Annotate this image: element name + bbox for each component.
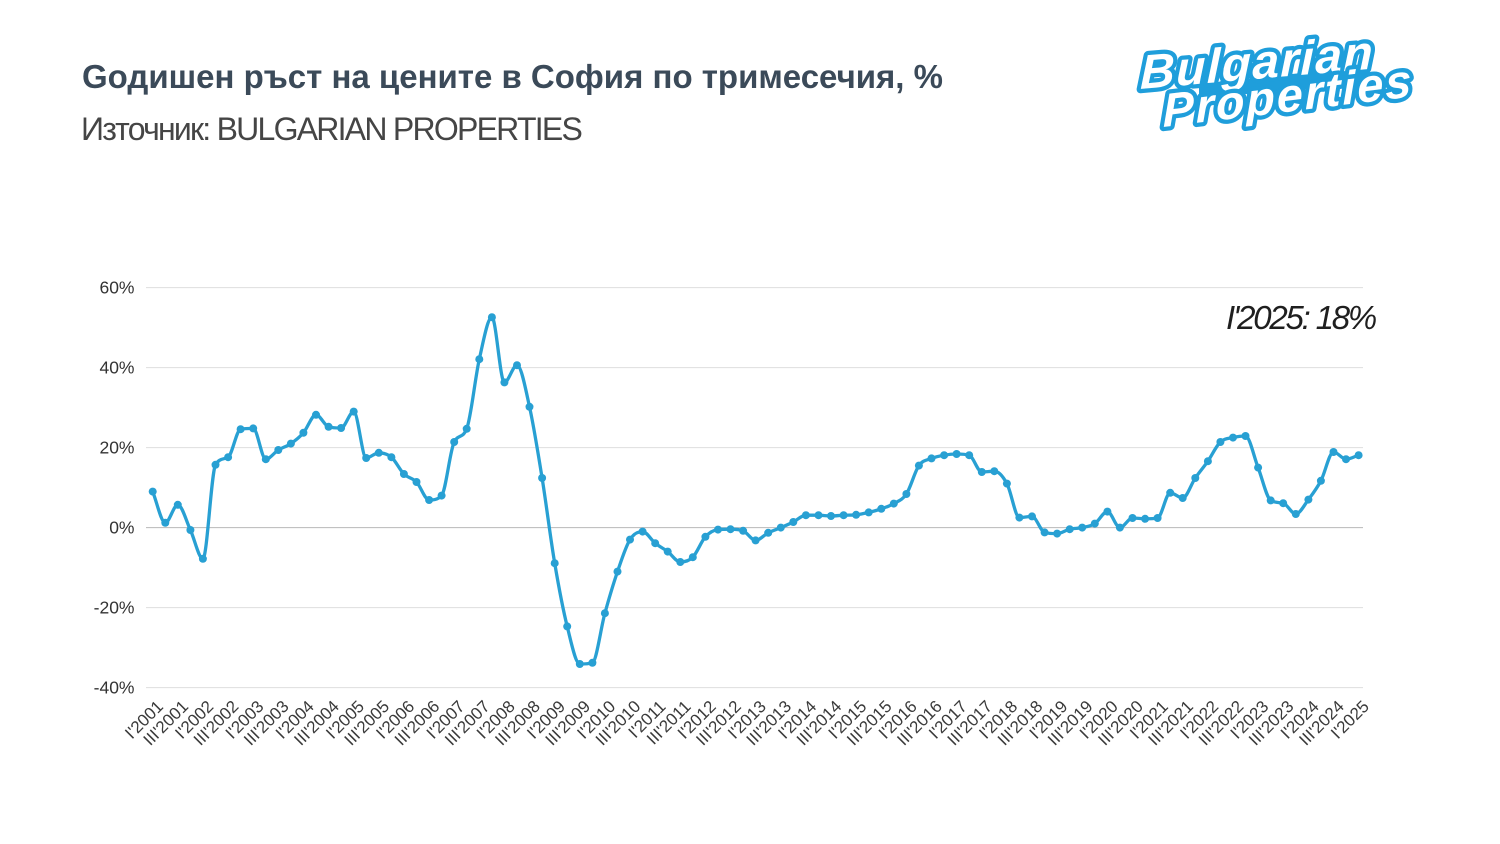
svg-text:0%: 0% [109, 518, 134, 538]
svg-text:-40%: -40% [94, 678, 135, 698]
svg-text:40%: 40% [99, 358, 134, 378]
svg-text:60%: 60% [99, 278, 134, 298]
svg-text:-20%: -20% [94, 598, 135, 618]
svg-text:20%: 20% [99, 438, 134, 458]
